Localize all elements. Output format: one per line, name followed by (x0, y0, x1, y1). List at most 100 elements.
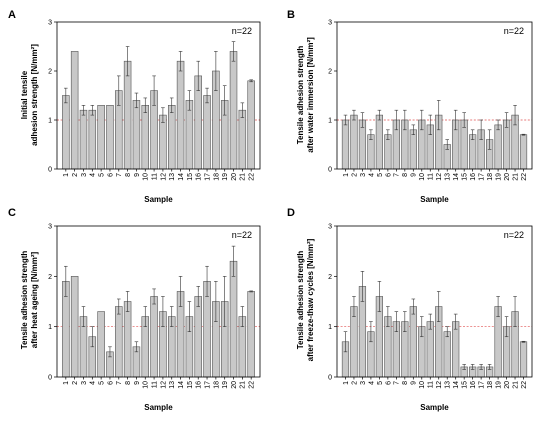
bar (350, 114, 358, 170)
x-tick-label: 4 (368, 381, 375, 385)
x-tick-label: 9 (411, 173, 418, 177)
error-bar (386, 306, 390, 327)
x-tick-label: 6 (107, 173, 114, 177)
error-bar (152, 288, 156, 305)
y-tick-label: 2 (48, 274, 52, 281)
y-tick-label: 2 (48, 69, 52, 76)
bar (123, 60, 132, 170)
panel-A: A1 2 3 4 5 6 7 8 9 10 11 12 13 14 15 16 17 18 19 20 21 220123… (8, 9, 261, 204)
x-tick-label: 19 (222, 381, 229, 389)
y-tick-label: 0 (48, 167, 52, 174)
error-bar (81, 306, 86, 327)
x-tick-label: 13 (169, 173, 176, 181)
plot-frame (56, 225, 261, 378)
error-bar (453, 313, 458, 330)
x-tick-label: 6 (385, 381, 392, 385)
y-axis-title-line2: after heat ageing [N/mm²] (30, 251, 39, 348)
error-bar (222, 85, 227, 116)
x-tick-label: 5 (99, 173, 106, 177)
x-tick-label: 13 (445, 173, 452, 181)
x-tick-label: 12 (160, 173, 167, 181)
error-bar (108, 346, 112, 358)
error-bar (436, 291, 441, 322)
x-tick-label: 13 (169, 381, 176, 389)
bar (350, 306, 358, 378)
x-tick-label: 14 (453, 173, 460, 181)
x-tick-label: 3 (81, 381, 88, 385)
x-tick-label: 7 (394, 381, 401, 385)
x-tick-label: 10 (419, 173, 426, 181)
y-tick-label: 0 (328, 167, 332, 174)
bar (203, 95, 211, 170)
error-bar (187, 301, 192, 333)
x-tick-label: 10 (143, 381, 150, 389)
bar (123, 301, 132, 378)
error-bar (479, 119, 483, 140)
bar (341, 119, 350, 170)
error-bar (403, 109, 407, 131)
x-tick-label: 12 (436, 173, 443, 181)
x-tick-label: 6 (107, 381, 114, 385)
error-bar (521, 340, 526, 343)
error-bar (504, 316, 509, 338)
x-tick-label: 18 (213, 381, 220, 389)
y-tick-label: 3 (48, 20, 52, 27)
x-tick-label: 22 (521, 173, 528, 181)
x-tick-label: 6 (385, 173, 392, 177)
bar (238, 109, 247, 170)
error-bar (90, 326, 95, 348)
x-tick-label: 15 (462, 381, 469, 389)
y-tick-label: 1 (328, 118, 332, 125)
plot-frame (336, 21, 533, 170)
error-bar (394, 311, 399, 333)
x-tick-label: 8 (402, 381, 409, 385)
bar (247, 80, 255, 170)
bar (70, 51, 79, 170)
x-tick-label: 4 (90, 381, 97, 385)
y-tick-label: 1 (48, 324, 52, 331)
x-tick-label: 21 (240, 173, 247, 181)
error-bar (411, 124, 416, 135)
x-tick-label: 3 (81, 173, 88, 177)
error-bar (152, 75, 156, 106)
error-bar (134, 341, 139, 353)
error-bar (214, 51, 218, 91)
x-tick-label: 16 (196, 173, 203, 181)
error-bar (360, 270, 365, 302)
x-tick-label: 20 (231, 173, 238, 181)
x-tick-label: 1 (343, 381, 350, 385)
y-tick-label: 0 (48, 375, 52, 382)
error-bar (64, 265, 68, 297)
n-label: n=22 (232, 230, 252, 240)
panel-letter: D (287, 207, 295, 219)
bar (62, 95, 70, 170)
x-tick-label: 17 (204, 381, 211, 389)
error-bar (196, 286, 201, 307)
bar (70, 276, 79, 378)
error-bar (116, 75, 121, 106)
x-tick-label: 19 (222, 173, 229, 181)
error-bar (116, 298, 121, 315)
error-bar (369, 129, 373, 140)
bar (159, 114, 167, 170)
bar (106, 105, 114, 170)
error-bar (487, 129, 492, 150)
y-tick-label: 2 (328, 274, 332, 281)
bar (519, 134, 528, 170)
error-bar (403, 311, 407, 333)
error-bar (249, 290, 253, 293)
panel-D: D1 2 3 4 5 6 7 8 9 10 11 12 13 14 15 16 17 18 19 20 21 220123… (287, 207, 533, 412)
x-tick-label: 22 (249, 173, 256, 181)
x-tick-label: 7 (116, 381, 123, 385)
error-bar (169, 306, 174, 327)
plot-frame (336, 225, 533, 378)
panel-B: B1 2 3 4 5 6 7 8 9 10 11 12 13 14 15 16 17 18 19 20 21 220123… (287, 9, 533, 204)
error-bar (428, 313, 433, 330)
error-bar (419, 109, 424, 131)
x-tick-label: 15 (462, 173, 469, 181)
x-tick-label: 22 (521, 381, 528, 389)
x-tick-label: 9 (134, 173, 141, 177)
x-tick-label: 21 (512, 173, 519, 181)
error-bar (161, 107, 165, 123)
error-bar (419, 316, 424, 338)
